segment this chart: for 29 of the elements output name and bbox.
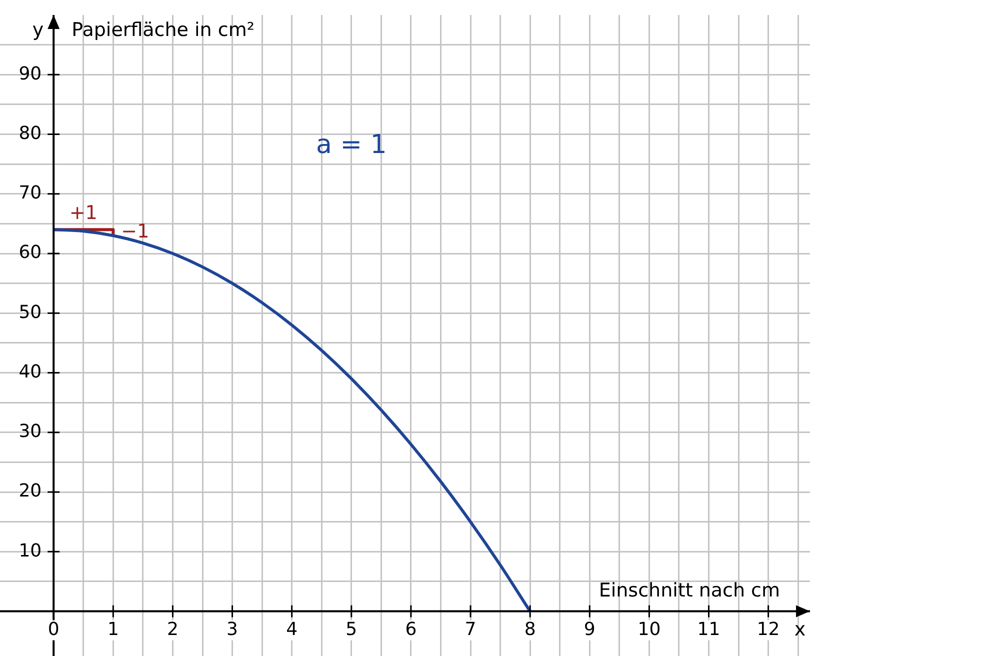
x-tick-label: 10: [638, 618, 661, 640]
y-tick-label: 70: [18, 182, 42, 204]
x-tick-label: 5: [346, 618, 358, 640]
x-tick-label: 0: [48, 618, 60, 640]
y-axis-title: Papierfläche in cm²: [72, 18, 254, 41]
x-axis-title: Einschnitt nach cm: [598, 580, 780, 602]
x-tick-label: 11: [697, 618, 720, 640]
annotation: −1: [121, 220, 150, 243]
x-tick-label: 1: [107, 618, 119, 640]
annotation: a = 1: [316, 130, 387, 160]
y-tick-label: 90: [18, 63, 42, 84]
y-tick-label: 60: [18, 242, 42, 264]
y-tick-label: 50: [18, 302, 42, 323]
x-tick-label: 7: [464, 618, 476, 640]
x-tick-label: 4: [286, 618, 298, 640]
y-tick-label: 80: [18, 122, 42, 144]
y-tick-label: 20: [18, 480, 42, 502]
x-tick-label: 9: [584, 618, 596, 640]
y-tick-label: 30: [18, 421, 42, 442]
annotation: x: [794, 618, 806, 641]
x-tick-label: 2: [166, 618, 178, 640]
x-tick-label: 3: [226, 618, 238, 640]
x-tick-label: 6: [405, 618, 417, 640]
x-tick-label: 8: [524, 618, 536, 640]
x-tick-label: 12: [756, 618, 780, 640]
y-tick-label: 40: [18, 361, 42, 382]
annotation: y: [32, 18, 44, 41]
annotation: +1: [69, 202, 98, 224]
y-tick-label: 10: [18, 540, 42, 562]
